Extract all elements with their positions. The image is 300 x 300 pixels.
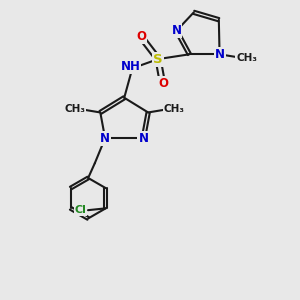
Text: NH: NH: [121, 60, 140, 73]
Text: N: N: [100, 132, 110, 145]
Text: O: O: [158, 77, 168, 90]
Text: O: O: [136, 30, 146, 43]
Text: N: N: [214, 48, 225, 61]
Text: CH₃: CH₃: [64, 104, 85, 114]
Text: CH₃: CH₃: [164, 104, 184, 114]
Text: Cl: Cl: [75, 205, 87, 215]
Text: CH₃: CH₃: [236, 53, 257, 63]
Text: N: N: [138, 132, 148, 145]
Text: N: N: [172, 24, 182, 37]
Text: S: S: [153, 52, 163, 66]
